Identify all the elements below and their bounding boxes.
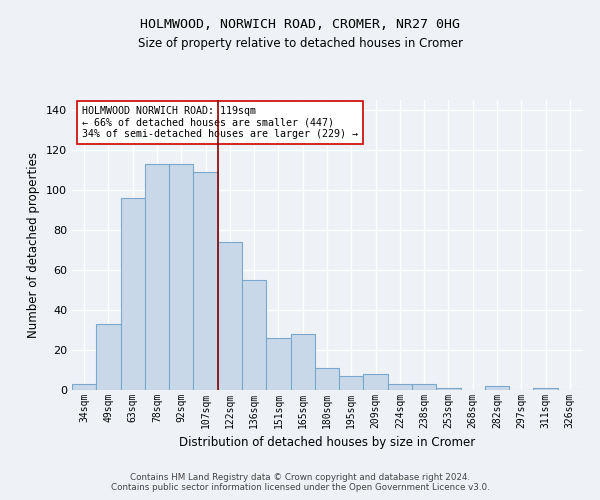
Bar [315, 368, 339, 390]
Bar [145, 164, 169, 390]
Bar [290, 334, 315, 390]
Text: HOLMWOOD NORWICH ROAD: 119sqm
← 66% of detached houses are smaller (447)
34% of : HOLMWOOD NORWICH ROAD: 119sqm ← 66% of d… [82, 106, 358, 139]
Text: HOLMWOOD, NORWICH ROAD, CROMER, NR27 0HG: HOLMWOOD, NORWICH ROAD, CROMER, NR27 0HG [140, 18, 460, 30]
Text: Contains HM Land Registry data © Crown copyright and database right 2024.
Contai: Contains HM Land Registry data © Crown c… [110, 473, 490, 492]
Bar [364, 374, 388, 390]
Bar [169, 164, 193, 390]
Y-axis label: Number of detached properties: Number of detached properties [28, 152, 40, 338]
Bar [485, 386, 509, 390]
Bar [193, 172, 218, 390]
Bar [412, 384, 436, 390]
Text: Size of property relative to detached houses in Cromer: Size of property relative to detached ho… [137, 38, 463, 51]
Bar [72, 384, 96, 390]
Bar [242, 280, 266, 390]
Bar [533, 388, 558, 390]
Bar [339, 376, 364, 390]
Bar [96, 324, 121, 390]
Bar [266, 338, 290, 390]
X-axis label: Distribution of detached houses by size in Cromer: Distribution of detached houses by size … [179, 436, 475, 450]
Bar [121, 198, 145, 390]
Bar [436, 388, 461, 390]
Bar [218, 242, 242, 390]
Bar [388, 384, 412, 390]
